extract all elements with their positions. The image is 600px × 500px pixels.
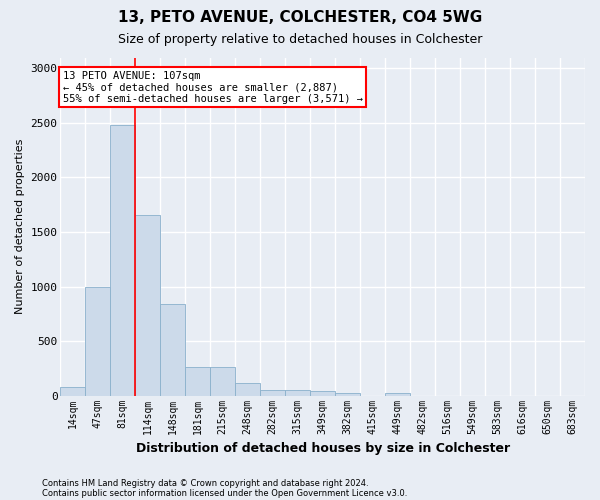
Bar [260,390,285,396]
Bar [61,388,85,396]
Y-axis label: Number of detached properties: Number of detached properties [15,139,25,314]
Text: Contains public sector information licensed under the Open Government Licence v3: Contains public sector information licen… [42,488,407,498]
Bar [85,286,110,396]
Bar [310,392,335,396]
Bar [135,214,160,396]
Text: 13, PETO AVENUE, COLCHESTER, CO4 5WG: 13, PETO AVENUE, COLCHESTER, CO4 5WG [118,10,482,25]
Text: 13 PETO AVENUE: 107sqm
← 45% of detached houses are smaller (2,887)
55% of semi-: 13 PETO AVENUE: 107sqm ← 45% of detached… [63,70,363,104]
Bar [335,393,360,396]
Bar [235,382,260,396]
Bar [210,368,235,396]
Bar [185,368,210,396]
Text: Size of property relative to detached houses in Colchester: Size of property relative to detached ho… [118,32,482,46]
Bar [385,393,410,396]
Bar [110,125,135,396]
Bar [285,390,310,396]
Bar [160,304,185,396]
X-axis label: Distribution of detached houses by size in Colchester: Distribution of detached houses by size … [136,442,510,455]
Text: Contains HM Land Registry data © Crown copyright and database right 2024.: Contains HM Land Registry data © Crown c… [42,478,368,488]
